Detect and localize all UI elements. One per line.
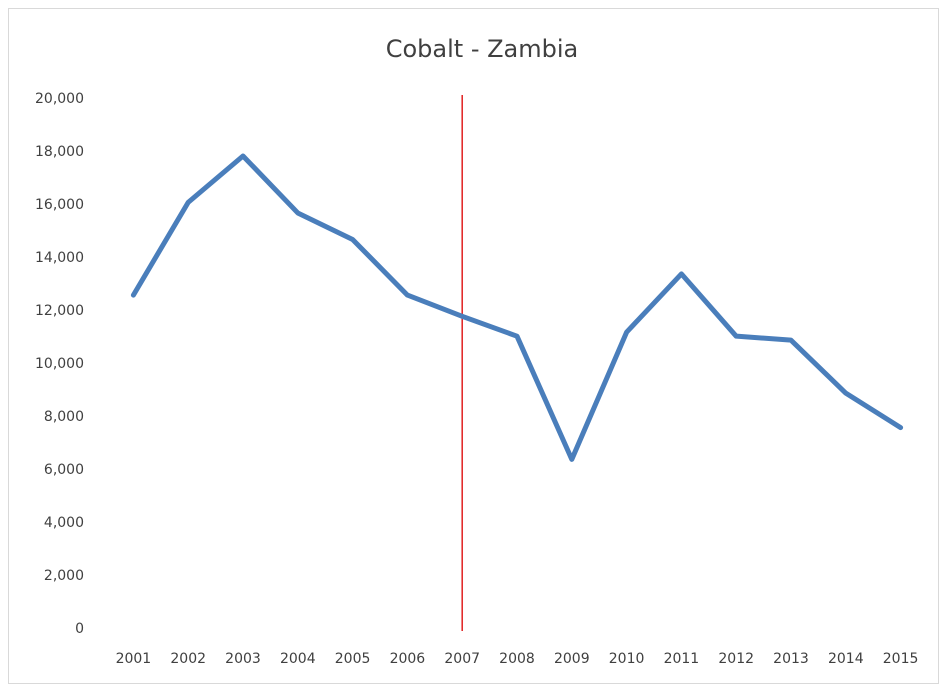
y-tick-label: 6,000 (44, 462, 84, 478)
x-tick-label: 2006 (390, 651, 426, 667)
x-tick-label: 2008 (499, 651, 535, 667)
y-tick-label: 2,000 (44, 568, 84, 584)
x-tick-label: 2013 (773, 651, 809, 667)
y-tick-label: 12,000 (35, 303, 84, 319)
y-tick-label: 20,000 (35, 91, 84, 107)
chart-title: Cobalt - Zambia (386, 35, 579, 63)
y-tick-label: 14,000 (35, 250, 84, 266)
y-tick-label: 16,000 (35, 197, 84, 213)
x-tick-label: 2001 (116, 651, 152, 667)
y-tick-label: 4,000 (44, 515, 84, 531)
y-tick-label: 10,000 (35, 356, 84, 372)
x-tick-label: 2007 (444, 651, 480, 667)
x-tick-label: 2005 (335, 651, 371, 667)
y-tick-label: 8,000 (44, 409, 84, 425)
x-tick-label: 2014 (828, 651, 864, 667)
x-tick-label: 2015 (883, 651, 919, 667)
x-tick-label: 2003 (225, 651, 261, 667)
line-series (130, 153, 904, 462)
x-tick-label: 2009 (554, 651, 590, 667)
x-tick-label: 2004 (280, 651, 316, 667)
x-tick-label: 2002 (170, 651, 206, 667)
y-tick-label: 0 (75, 621, 84, 637)
x-tick-label: 2010 (609, 651, 645, 667)
y-tick-label: 18,000 (35, 144, 84, 160)
chart-border (8, 8, 939, 684)
x-tick-label: 2012 (718, 651, 754, 667)
x-tick-label: 2011 (664, 651, 700, 667)
